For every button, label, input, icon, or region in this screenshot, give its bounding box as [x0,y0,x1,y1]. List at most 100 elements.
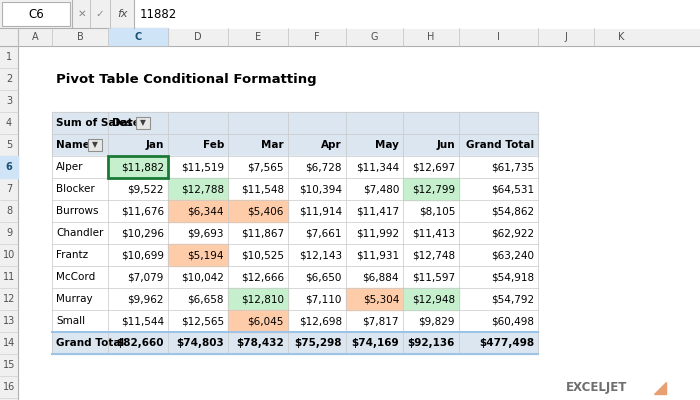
Text: A: A [32,32,38,42]
Text: I: I [497,32,500,42]
Bar [403,178,459,200]
Text: $78,432: $78,432 [237,338,284,348]
Text: Small: Small [56,316,85,326]
Bar [52,266,538,288]
Text: B: B [76,32,83,42]
Bar [52,112,538,134]
Text: $6,650: $6,650 [306,272,342,282]
Bar [168,244,228,266]
Bar [168,178,228,200]
Text: Jun: Jun [436,140,455,150]
Polygon shape [654,382,666,394]
Text: $54,862: $54,862 [491,206,534,216]
Text: Burrows: Burrows [56,206,99,216]
Bar [52,288,538,310]
Text: $12,799: $12,799 [412,184,455,194]
Bar [168,200,228,222]
Text: $12,143: $12,143 [299,250,342,260]
Text: D: D [194,32,202,42]
Text: $11,344: $11,344 [356,162,399,172]
Text: $9,522: $9,522 [127,184,164,194]
Text: May: May [375,140,399,150]
Bar [108,156,168,178]
Text: $11,519: $11,519 [181,162,224,172]
Text: Blocker: Blocker [56,184,94,194]
Text: 12: 12 [3,294,15,304]
Text: $62,922: $62,922 [491,228,534,238]
Text: $74,169: $74,169 [351,338,399,348]
Text: Apr: Apr [321,140,342,150]
Text: $6,728: $6,728 [305,162,342,172]
Text: F: F [314,32,320,42]
Text: $54,792: $54,792 [491,294,534,304]
Text: 11882: 11882 [140,8,177,20]
Text: $74,803: $74,803 [176,338,224,348]
Text: 6: 6 [6,162,13,172]
Bar [135,0,700,28]
Bar [228,288,288,310]
Text: E: E [255,32,261,42]
Text: 10: 10 [3,250,15,260]
Text: Grand Total: Grand Total [56,338,124,348]
Text: $9,962: $9,962 [127,294,164,304]
Text: Sum of Sales: Sum of Sales [56,118,132,128]
Text: $10,699: $10,699 [121,250,164,260]
Text: $5,194: $5,194 [188,250,224,260]
Text: $6,884: $6,884 [363,272,399,282]
Bar [2,2,70,26]
Text: McCord: McCord [56,272,95,282]
Text: Frantz: Frantz [56,250,88,260]
Text: $7,110: $7,110 [306,294,342,304]
Text: Murray: Murray [56,294,92,304]
Text: Pivot Table Conditional Formatting: Pivot Table Conditional Formatting [56,72,316,86]
Text: $12,748: $12,748 [412,250,455,260]
Text: $61,735: $61,735 [491,162,534,172]
Text: Name: Name [56,140,90,150]
Text: $63,240: $63,240 [491,250,534,260]
Text: $9,693: $9,693 [188,228,224,238]
Bar [0,46,18,400]
Text: 3: 3 [6,96,12,106]
Text: H: H [427,32,435,42]
Bar [52,222,538,244]
Text: $12,697: $12,697 [412,162,455,172]
Text: $11,413: $11,413 [412,228,455,238]
Text: ▼: ▼ [140,118,146,128]
Text: G: G [371,32,378,42]
Text: $7,817: $7,817 [363,316,399,326]
Text: 15: 15 [3,360,15,370]
Text: $12,948: $12,948 [412,294,455,304]
Text: $12,788: $12,788 [181,184,224,194]
Text: J: J [565,32,568,42]
Bar [88,139,102,151]
Text: Jan: Jan [146,140,164,150]
Text: $6,658: $6,658 [188,294,224,304]
Text: $477,498: $477,498 [479,338,534,348]
Text: $12,565: $12,565 [181,316,224,326]
Text: $11,914: $11,914 [299,206,342,216]
Bar [88,139,102,151]
Text: $64,531: $64,531 [491,184,534,194]
Text: $12,698: $12,698 [299,316,342,326]
Text: 16: 16 [3,382,15,392]
Bar [136,117,150,129]
Text: $7,661: $7,661 [305,228,342,238]
Text: 14: 14 [3,338,15,348]
Text: ▼: ▼ [92,140,98,150]
Bar [52,156,538,178]
Bar [0,0,700,28]
Text: $10,525: $10,525 [241,250,284,260]
Text: Date: Date [112,118,140,128]
Text: $6,344: $6,344 [188,206,224,216]
Text: Chandler: Chandler [56,228,104,238]
Bar [2,2,70,26]
Text: $92,136: $92,136 [407,338,455,348]
Bar [18,46,700,400]
Text: $11,992: $11,992 [356,228,399,238]
Bar [52,178,538,200]
Text: $11,597: $11,597 [412,272,455,282]
Text: Mar: Mar [261,140,284,150]
Bar [228,200,288,222]
Text: $11,867: $11,867 [241,228,284,238]
Text: $11,931: $11,931 [356,250,399,260]
